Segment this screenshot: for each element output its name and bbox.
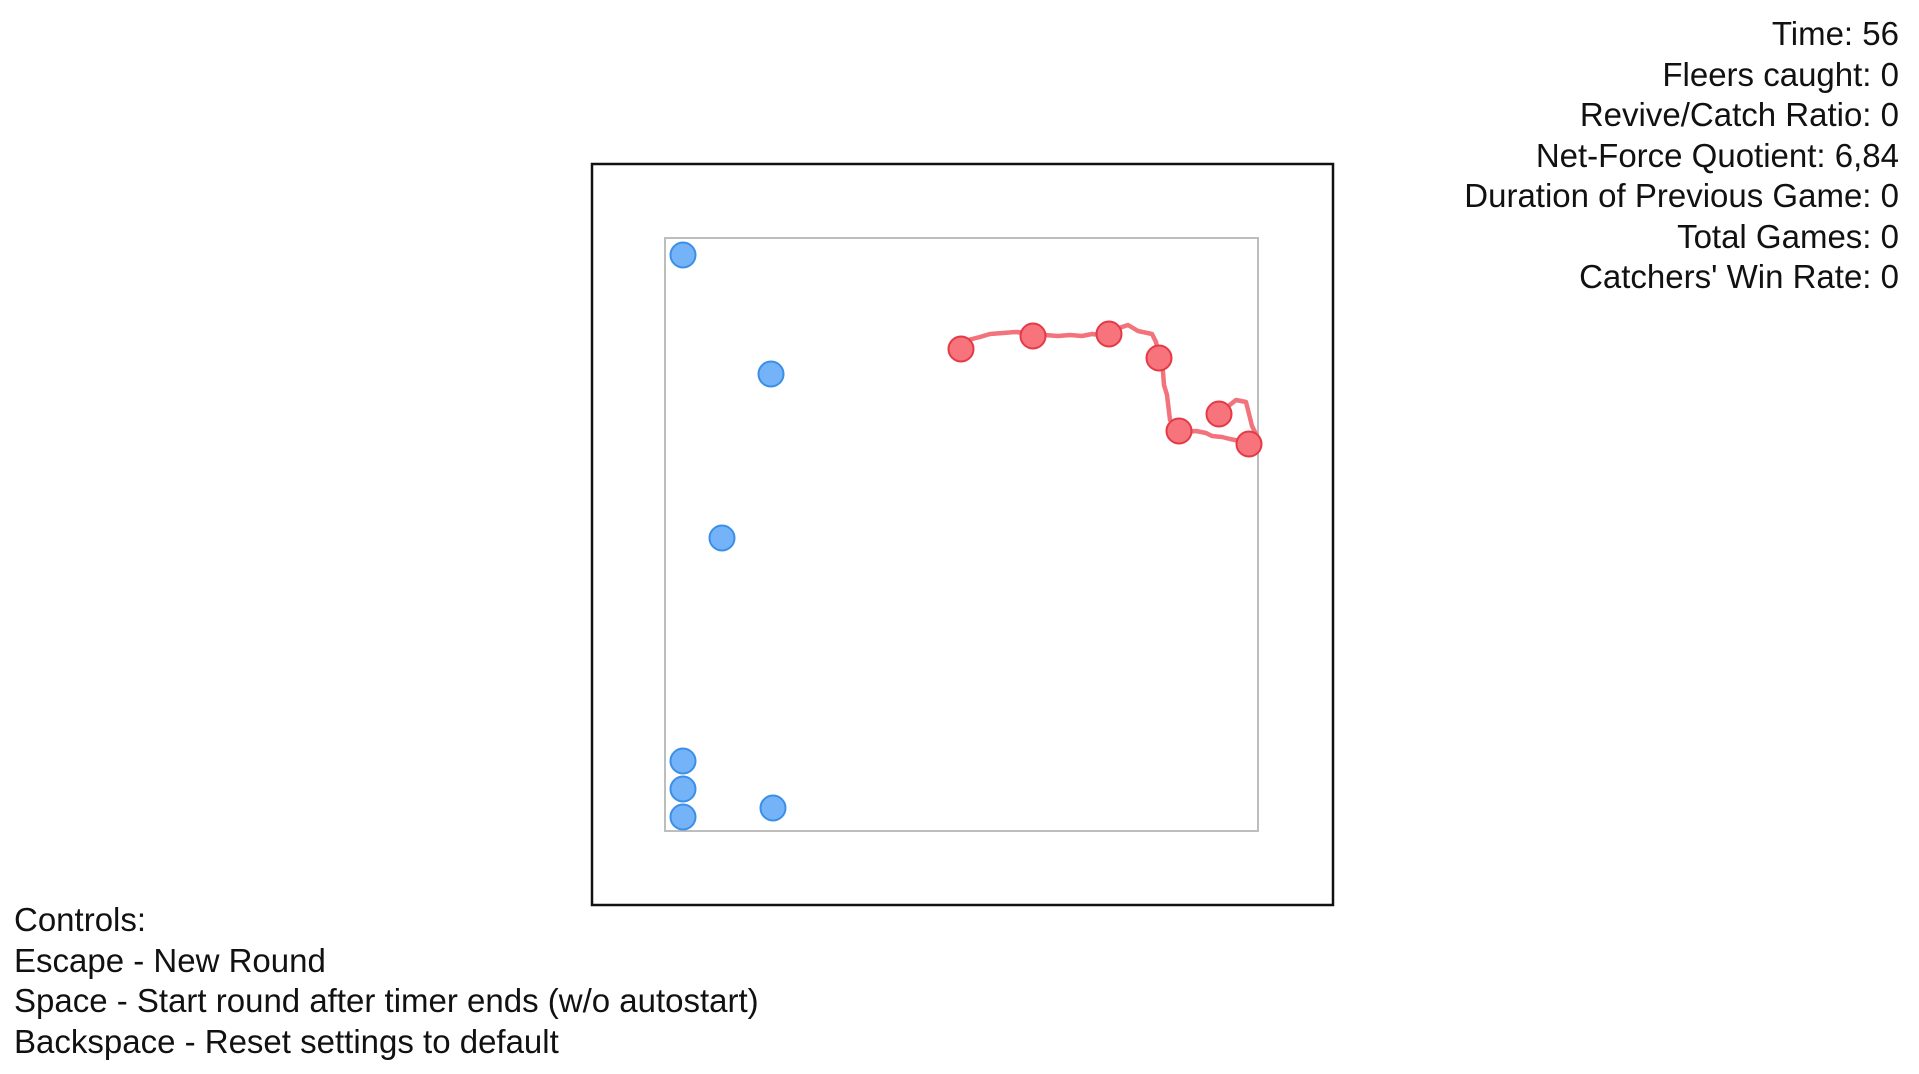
previous-game-duration-label: Duration of Previous Game: <box>1464 177 1881 214</box>
net-force-quotient-value: 6,84 <box>1834 136 1899 174</box>
catcher-4 <box>1145 344 1173 372</box>
total-games-value: 0 <box>1880 217 1899 255</box>
fleer-2 <box>757 360 785 388</box>
catcher-6 <box>1205 400 1233 428</box>
fleer-1 <box>669 241 697 269</box>
catcher-5 <box>1165 417 1193 445</box>
net-force-quotient-label: Net-Force Quotient: <box>1535 136 1835 174</box>
total-games-stat: Total Games: 0 <box>1464 217 1899 258</box>
controls-title: Controls: <box>14 901 147 938</box>
inner-field <box>664 237 1259 832</box>
revive-catch-ratio-label: Revive/Catch Ratio: <box>1579 96 1881 133</box>
catcher-1 <box>947 335 975 363</box>
time-stat: Time: 56 <box>1464 14 1899 55</box>
time-value: 56 <box>1862 15 1899 52</box>
fleer-6 <box>669 803 697 831</box>
fleer-5 <box>669 775 697 803</box>
net-force-quotient-stat: Net-Force Quotient: 6,84 <box>1464 136 1899 177</box>
previous-game-duration-value: 0 <box>1880 177 1899 214</box>
fleers-caught-label: Fleers caught: <box>1662 55 1881 93</box>
outer-boundary <box>590 162 1335 907</box>
fleers-caught-value: 0 <box>1880 55 1899 93</box>
fleers-caught-stat: Fleers caught: 0 <box>1464 55 1899 96</box>
control-escape: Escape - New Round <box>14 941 326 979</box>
control-backspace: Backspace - Reset settings to default <box>14 1022 559 1060</box>
catchers-win-rate-stat: Catchers' Win Rate: 0 <box>1464 257 1899 298</box>
fleer-4 <box>669 747 697 775</box>
total-games-label: Total Games: <box>1677 217 1881 255</box>
catchers-win-rate-label: Catchers' Win Rate: <box>1579 258 1881 295</box>
revive-catch-ratio-stat: Revive/Catch Ratio: 0 <box>1464 95 1899 136</box>
catcher-7 <box>1235 430 1263 458</box>
fleer-7 <box>759 794 787 822</box>
control-space: Space - Start round after timer ends (w/… <box>14 982 759 1019</box>
previous-game-duration-stat: Duration of Previous Game: 0 <box>1464 176 1899 217</box>
controls-help: Controls: Escape - New Round Space - Sta… <box>14 900 759 1062</box>
catcher-3 <box>1095 320 1123 348</box>
catchers-win-rate-value: 0 <box>1880 258 1899 295</box>
fleers-group <box>669 241 787 831</box>
revive-catch-ratio-value: 0 <box>1880 96 1899 133</box>
fleer-3 <box>708 524 736 552</box>
stats-panel: Time: 56 Fleers caught: 0 Revive/Catch R… <box>1464 14 1899 298</box>
catcher-2 <box>1019 322 1047 350</box>
time-label: Time: <box>1771 15 1863 52</box>
catchers-group <box>947 320 1263 458</box>
